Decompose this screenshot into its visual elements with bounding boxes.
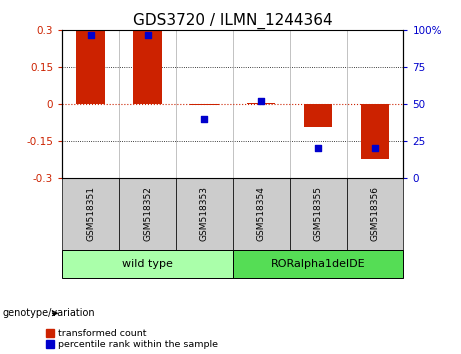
Text: GSM518352: GSM518352	[143, 187, 152, 241]
Bar	[133, 31, 162, 104]
Text: RORalpha1delDE: RORalpha1delDE	[271, 259, 366, 269]
Bar	[361, 104, 389, 159]
Bar	[62, 250, 233, 278]
Text: GSM518353: GSM518353	[200, 187, 209, 241]
Bar	[77, 31, 105, 104]
Point	[144, 32, 151, 38]
Bar	[290, 178, 347, 250]
Text: GSM518356: GSM518356	[371, 187, 379, 241]
Text: GSM518355: GSM518355	[313, 187, 323, 241]
Bar	[62, 178, 119, 250]
Point	[371, 145, 378, 151]
Bar	[304, 104, 332, 127]
Bar	[233, 250, 403, 278]
Title: GDS3720 / ILMN_1244364: GDS3720 / ILMN_1244364	[133, 12, 333, 29]
Point	[201, 116, 208, 121]
Text: GSM518354: GSM518354	[257, 187, 266, 241]
Point	[314, 145, 322, 151]
Bar	[247, 103, 276, 104]
Bar	[176, 178, 233, 250]
Bar	[233, 178, 290, 250]
Bar	[347, 178, 403, 250]
Point	[258, 98, 265, 104]
Bar	[119, 178, 176, 250]
Text: GSM518351: GSM518351	[86, 187, 95, 241]
Text: genotype/variation: genotype/variation	[2, 308, 95, 318]
Bar	[190, 104, 219, 105]
Legend: transformed count, percentile rank within the sample: transformed count, percentile rank withi…	[46, 329, 218, 349]
Point	[87, 32, 95, 38]
Text: wild type: wild type	[122, 259, 173, 269]
